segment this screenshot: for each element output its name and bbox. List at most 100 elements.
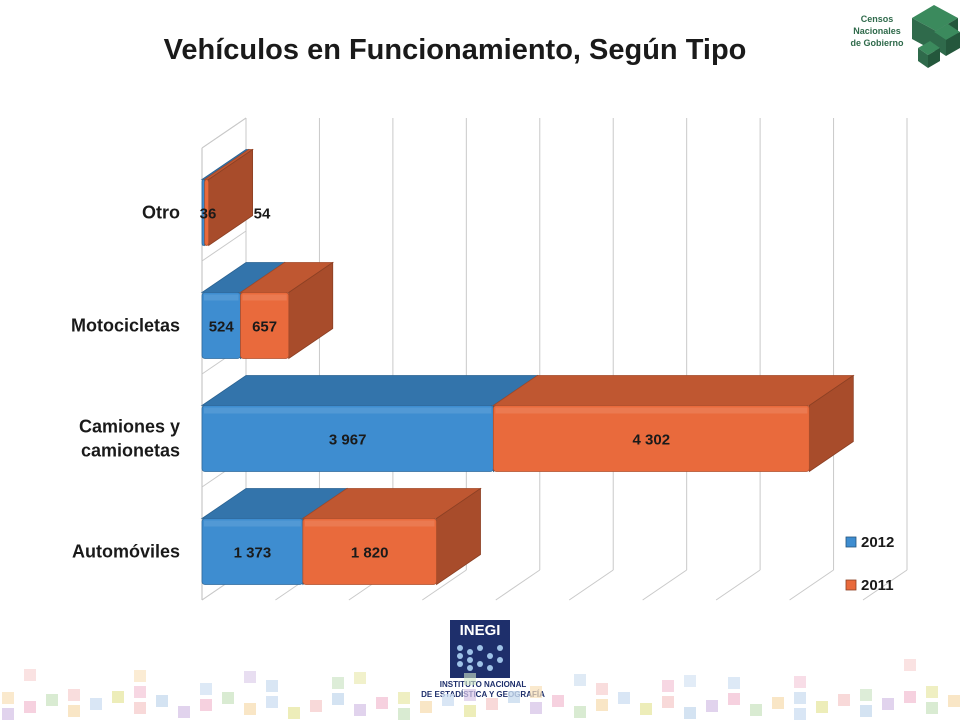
data-label: 657 <box>252 319 277 336</box>
footer-tile <box>266 696 278 708</box>
category-label: Camiones y <box>79 417 180 437</box>
bar-highlight <box>204 520 301 527</box>
data-label: 4 302 <box>633 432 671 449</box>
floor-grid-line <box>568 569 614 601</box>
footer-tile <box>178 706 190 718</box>
footer-tile <box>332 693 344 705</box>
footer-tile <box>794 708 806 720</box>
footer-tile <box>68 705 80 717</box>
footer-tile <box>640 703 652 715</box>
footer-tile <box>574 706 586 718</box>
footer-tile <box>244 671 256 683</box>
legend-label: 2011 <box>861 577 894 594</box>
category-label: Motocicletas <box>71 316 180 336</box>
censos-logo: Censos Nacionales de Gobierno <box>838 0 960 70</box>
inegi-line-2: DE ESTADÍSTICA Y GEOGRAFÍA <box>421 690 545 699</box>
footer-tile <box>860 705 872 717</box>
bar-highlight <box>204 294 239 301</box>
footer-tile <box>684 675 696 687</box>
inegi-logo: INEGI INSTITUTO NACIONAL DE ESTADÍSTICA … <box>408 620 558 702</box>
footer-tile <box>200 699 212 711</box>
data-label: 54 <box>254 206 271 223</box>
footer-tile <box>508 691 520 703</box>
footer-tile <box>288 707 300 719</box>
category-divider-line <box>201 230 247 262</box>
footer-tile <box>464 689 476 701</box>
bar-2011-3 <box>302 518 437 585</box>
footer-tile <box>398 708 410 720</box>
footer-tile <box>706 700 718 712</box>
chart-title: Vehículos en Funcionamiento, Según Tipo <box>163 34 747 66</box>
chart-bars <box>200 148 855 586</box>
floor-grid-line <box>862 569 908 601</box>
bar-2011-1 <box>240 292 290 359</box>
legend-swatch-2012 <box>845 536 857 548</box>
floor-grid-line <box>642 569 687 601</box>
legend-swatch-2011 <box>845 579 857 591</box>
footer-tile <box>926 686 938 698</box>
footer-tile <box>530 702 542 714</box>
footer-tile <box>46 694 58 706</box>
censos-line-3: de Gobierno <box>850 38 904 48</box>
floor-grid-line <box>789 569 834 601</box>
category-label: Automóviles <box>72 542 180 562</box>
footer-tile <box>398 692 410 704</box>
footer-tile <box>596 683 608 695</box>
footer-tile <box>728 677 740 689</box>
footer-tile <box>684 707 696 719</box>
footer-tile <box>926 702 938 714</box>
footer-tile <box>662 680 674 692</box>
floor-grid-line <box>422 569 467 601</box>
inegi-line-1: INSTITUTO NACIONAL <box>439 680 527 689</box>
footer-tile <box>24 669 36 681</box>
category-divider-line <box>201 117 247 149</box>
footer-tile <box>794 692 806 704</box>
data-label: 3 967 <box>329 432 367 449</box>
footer-tile <box>2 692 14 704</box>
footer-tile <box>882 698 894 710</box>
footer-tile <box>662 696 674 708</box>
footer-tile <box>772 697 784 709</box>
footer-tile <box>904 691 916 703</box>
footer-tile <box>838 694 850 706</box>
censos-line-1: Censos <box>860 14 894 24</box>
footer-tile <box>618 692 630 704</box>
footer-pattern <box>2 659 960 720</box>
footer-tile <box>794 676 806 688</box>
data-label: 524 <box>209 319 235 336</box>
category-label: camionetas <box>81 441 180 461</box>
footer-tile <box>112 691 124 703</box>
inegi-abacus-icon <box>457 645 503 671</box>
censos-logo-text: Censos Nacionales de Gobierno <box>842 13 912 49</box>
footer-tile <box>200 683 212 695</box>
censos-line-2: Nacionales <box>853 26 901 36</box>
bar-2011-0 <box>204 179 210 246</box>
footer-tile <box>530 686 542 698</box>
footer-tile <box>68 689 80 701</box>
footer-tile <box>486 698 498 710</box>
bar-highlight <box>204 407 492 414</box>
footer-tile <box>464 705 476 717</box>
footer-tile <box>244 703 256 715</box>
footer-tile <box>904 659 916 671</box>
chart-legend: 2012 2011 <box>845 534 894 594</box>
floor-grid-line <box>715 569 761 601</box>
data-label: 1 373 <box>234 545 272 562</box>
footer-tile <box>156 695 168 707</box>
data-label: 36 <box>200 206 217 223</box>
footer-tile <box>860 689 872 701</box>
category-label: Otro <box>142 203 180 223</box>
footer-tile <box>442 694 454 706</box>
footer-tile <box>266 680 278 692</box>
footer-tile <box>750 704 762 716</box>
bar-top-face <box>492 375 855 406</box>
footer-tile <box>310 700 322 712</box>
footer-tile <box>376 697 388 709</box>
footer-tile <box>2 708 14 720</box>
legend-label: 2012 <box>861 534 894 551</box>
data-label: 1 820 <box>351 545 389 562</box>
footer-tile <box>464 673 476 685</box>
footer-tile <box>552 695 564 707</box>
chart-labels: 36 54 524 657 3 967 4 302 1 373 1 820 Otro Motoci… <box>71 203 670 562</box>
